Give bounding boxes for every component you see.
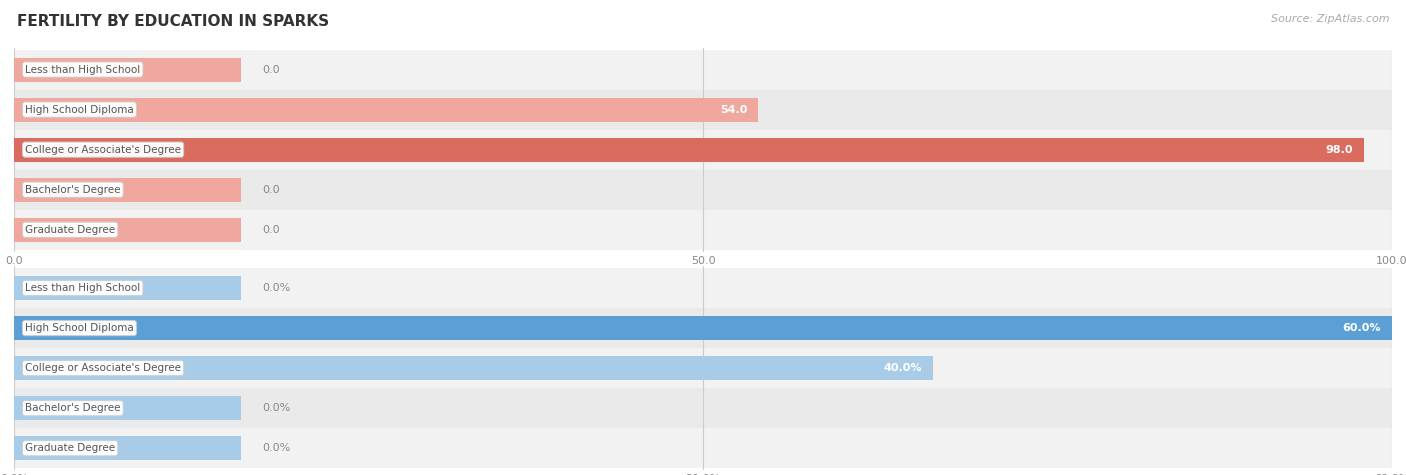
Bar — [14, 428, 1392, 468]
Text: FERTILITY BY EDUCATION IN SPARKS: FERTILITY BY EDUCATION IN SPARKS — [17, 14, 329, 29]
Text: Less than High School: Less than High School — [25, 65, 141, 75]
Text: High School Diploma: High School Diploma — [25, 104, 134, 114]
Text: 0.0%: 0.0% — [262, 403, 290, 413]
Bar — [14, 170, 1392, 209]
Text: 98.0: 98.0 — [1326, 144, 1354, 155]
Bar — [14, 316, 1392, 340]
Bar — [14, 138, 1364, 162]
Text: Less than High School: Less than High School — [25, 283, 141, 293]
Bar — [14, 49, 1392, 90]
Bar — [14, 209, 1392, 250]
Bar — [14, 268, 1392, 308]
Text: College or Associate's Degree: College or Associate's Degree — [25, 363, 181, 373]
Bar — [14, 90, 1392, 130]
Text: Source: ZipAtlas.com: Source: ZipAtlas.com — [1271, 14, 1389, 24]
Bar — [14, 436, 242, 460]
Bar — [14, 130, 1392, 170]
Bar — [14, 97, 758, 122]
Bar — [14, 57, 242, 82]
Bar — [14, 178, 242, 202]
Bar — [14, 218, 242, 242]
Text: Bachelor's Degree: Bachelor's Degree — [25, 403, 121, 413]
Text: 0.0: 0.0 — [262, 225, 280, 235]
Bar — [14, 396, 242, 420]
Bar — [14, 276, 242, 300]
Text: Graduate Degree: Graduate Degree — [25, 443, 115, 453]
Text: 0.0: 0.0 — [262, 65, 280, 75]
Text: 60.0%: 60.0% — [1343, 323, 1381, 333]
Bar — [14, 308, 1392, 348]
Bar — [14, 356, 932, 380]
Text: 54.0: 54.0 — [720, 104, 747, 114]
Text: College or Associate's Degree: College or Associate's Degree — [25, 144, 181, 155]
Text: 0.0%: 0.0% — [262, 283, 290, 293]
Text: Bachelor's Degree: Bachelor's Degree — [25, 185, 121, 195]
Text: 0.0%: 0.0% — [262, 443, 290, 453]
Text: High School Diploma: High School Diploma — [25, 323, 134, 333]
Bar — [14, 388, 1392, 428]
Text: 0.0: 0.0 — [262, 185, 280, 195]
Text: Graduate Degree: Graduate Degree — [25, 225, 115, 235]
Bar — [14, 348, 1392, 388]
Text: 40.0%: 40.0% — [883, 363, 921, 373]
